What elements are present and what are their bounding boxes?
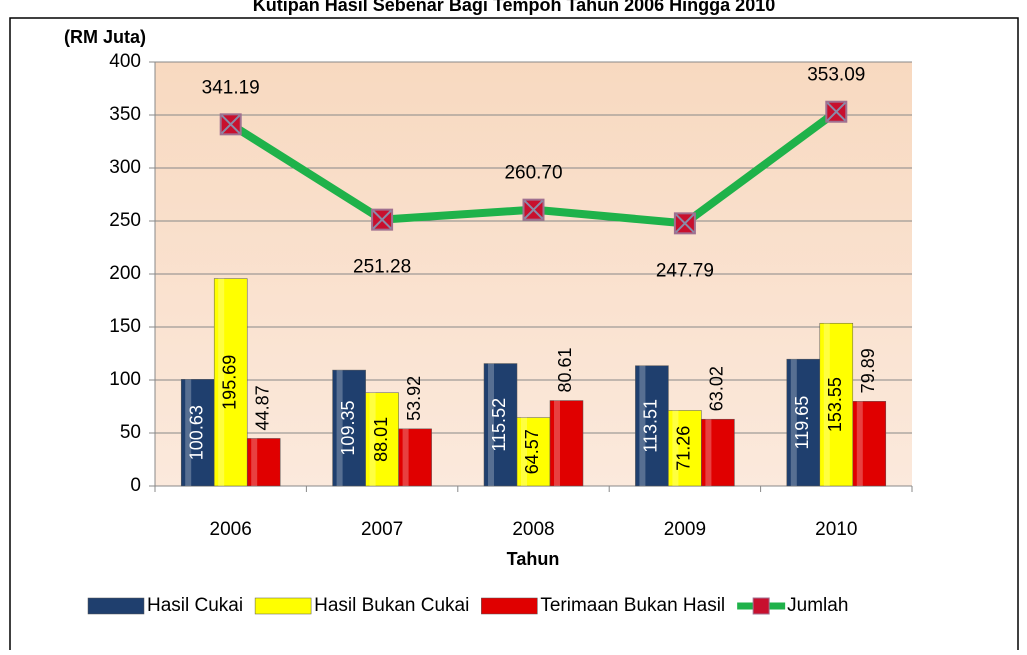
bar-shine <box>336 370 343 486</box>
bar-value-label: 115.52 <box>489 398 509 452</box>
bar <box>701 418 735 487</box>
x-tick-label: 2010 <box>815 519 857 540</box>
x-tick-label: 2007 <box>361 519 403 540</box>
bar-value-label: 153.55 <box>825 377 845 432</box>
bar-value-label: 44.87 <box>252 385 272 430</box>
bar <box>213 278 248 487</box>
frame <box>9 17 1019 655</box>
legend-label: Hasil Bukan Cukai <box>314 595 469 616</box>
y-tick-label: 50 <box>120 422 141 443</box>
bar <box>180 379 215 487</box>
line-marker <box>371 208 394 231</box>
y-tick-label: 0 <box>130 475 141 496</box>
bar-value-label: 64.57 <box>522 429 542 474</box>
bar-value-label: 100.63 <box>186 405 206 460</box>
bar-value-label: 53.92 <box>404 376 424 421</box>
bar-value-label: 113.51 <box>641 399 661 453</box>
legend-swatch <box>481 597 538 615</box>
x-tick-label: 2006 <box>210 519 252 540</box>
bar-value-label: 80.61 <box>555 348 575 393</box>
bar-shine <box>639 365 646 486</box>
bar <box>483 363 518 487</box>
legend-swatch <box>752 597 770 615</box>
line-marker <box>825 100 848 123</box>
bar <box>786 358 821 487</box>
bar <box>246 438 281 487</box>
bar-shine <box>672 410 679 486</box>
legend-label: Jumlah <box>787 595 848 616</box>
bar-value-label: 109.35 <box>338 401 358 456</box>
y-tick-label: 100 <box>109 369 141 390</box>
bar-shine <box>402 428 409 486</box>
y-tick-label: 150 <box>109 316 141 337</box>
line-marker <box>219 113 242 136</box>
line-value-label: 251.28 <box>353 257 411 278</box>
bar-shine <box>554 400 560 486</box>
bar-shine <box>856 401 863 486</box>
y-tick-label: 250 <box>109 210 141 231</box>
bar <box>332 369 366 487</box>
bar-value-label: 79.89 <box>858 348 878 393</box>
legend-label: Terimaan Bukan Hasil <box>540 595 725 616</box>
bar-value-label: 71.26 <box>674 426 694 471</box>
bar-shine <box>218 278 225 486</box>
bar-value-label: 88.01 <box>371 417 391 462</box>
bar-value-label: 195.69 <box>219 355 239 410</box>
bar <box>668 410 702 487</box>
bar-shine <box>823 323 830 486</box>
bar <box>549 400 584 487</box>
legend-swatch <box>254 597 312 615</box>
y-tick-label: 400 <box>109 51 141 72</box>
legend-label: Hasil Cukai <box>147 595 243 616</box>
x-tick-label: 2008 <box>512 519 554 540</box>
bar <box>635 365 669 487</box>
bar <box>852 401 887 487</box>
y-tick-label: 350 <box>109 104 141 125</box>
x-tick-label: 2009 <box>664 519 706 540</box>
line-marker <box>673 212 696 235</box>
bar-value-label: 63.02 <box>707 366 727 411</box>
bar-shine <box>790 359 797 486</box>
line-value-label: 260.70 <box>504 163 562 184</box>
line-value-label: 247.79 <box>656 260 714 281</box>
line-value-label: 341.19 <box>202 77 260 98</box>
line-marker <box>522 198 545 221</box>
bar-shine <box>185 379 192 486</box>
bar <box>516 417 551 487</box>
y-axis-label: (RM Juta) <box>64 27 146 47</box>
bar <box>365 392 399 487</box>
line-value-label: 353.09 <box>807 65 865 86</box>
bar-shine <box>488 363 494 486</box>
bar-value-label: 119.65 <box>792 396 812 450</box>
bar-shine <box>705 419 712 486</box>
legend-swatch <box>87 597 145 615</box>
bar-shine <box>521 417 527 486</box>
bar-shine <box>251 438 258 486</box>
y-tick-label: 200 <box>109 263 141 284</box>
bar-shine <box>369 392 376 486</box>
x-axis-label: Tahun <box>507 549 560 569</box>
bar <box>398 428 432 487</box>
y-tick-label: 300 <box>109 157 141 178</box>
chart-title: Kutipan Hasil Sebenar Bagi Tempoh Tahun … <box>253 0 775 15</box>
